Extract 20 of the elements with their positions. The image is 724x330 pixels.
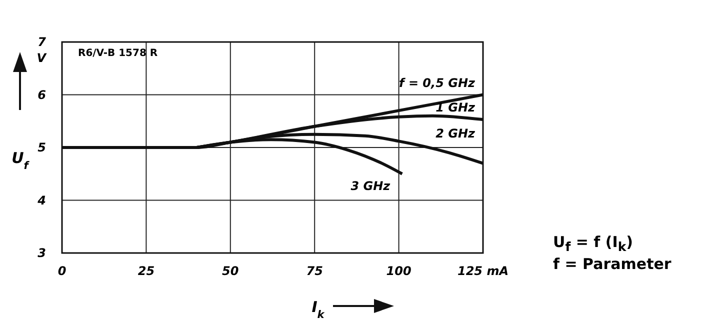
series-label: f = 0,5 GHz [399, 76, 476, 90]
x-tick-label: 0 [58, 264, 66, 278]
y-tick-label: 3 [38, 246, 46, 260]
y-tick-label: 7 V [36, 35, 48, 65]
y-tick-label: 6 [38, 88, 46, 102]
x-tick-label: 25 [138, 264, 155, 278]
y-tick-label: 4 [36, 193, 46, 208]
text: U$_{f}$ = f (I$_{k}$) [553, 233, 634, 254]
text: f = Parameter [553, 255, 672, 273]
x-tick-label: 75 [306, 264, 323, 278]
annotation: R6/V-B 1578 R [78, 48, 158, 59]
x-axis-title: I$_{k}$ [312, 298, 326, 321]
series-label: 3 GHz [350, 178, 392, 193]
y-tick-label: 5 [38, 140, 46, 154]
x-tick-label: 125 mA [457, 264, 509, 278]
series-label: 1 GHz [436, 100, 476, 115]
y-axis-title: U$_{f}$ [12, 149, 30, 172]
x-tick-label: 50 [222, 264, 239, 278]
x-tick-label: 100 [386, 264, 412, 278]
series-label: 2 GHz [436, 126, 476, 140]
